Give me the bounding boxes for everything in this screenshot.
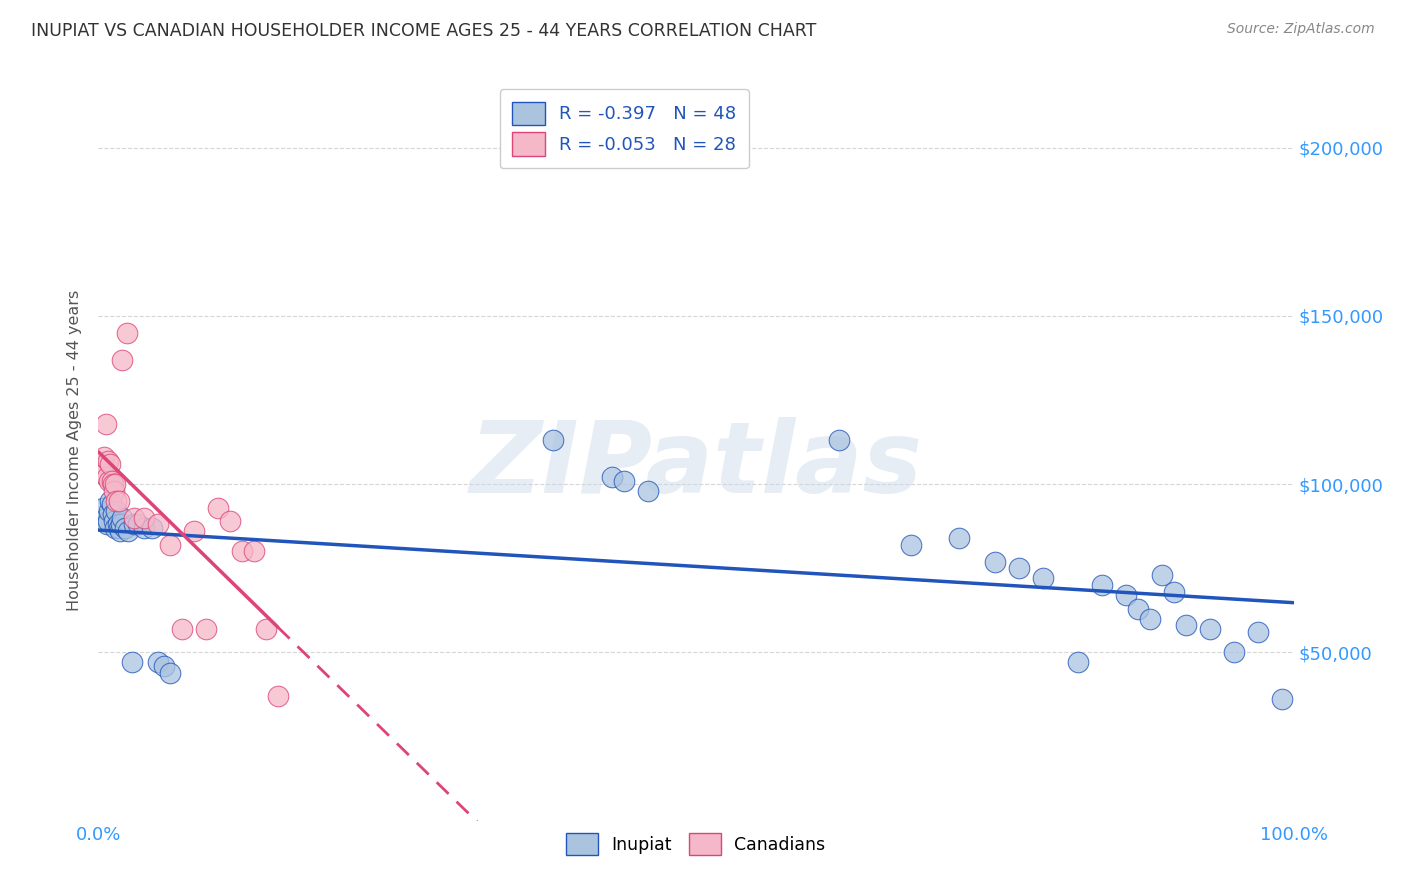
Point [141,521,163,535]
Point [98,504,121,518]
Text: Source: ZipAtlas.com: Source: ZipAtlas.com [1227,22,1375,37]
Point [243,544,266,558]
Point [94,510,117,524]
Point [132,510,155,524]
Point [101,508,124,522]
Point [172,622,194,636]
Point [117,524,139,539]
Point [121,656,143,670]
Point [1091,578,1114,592]
Point [97,453,120,467]
Point [98,494,122,508]
Point [91,500,114,515]
Legend: Inupiat, Canadians: Inupiat, Canadians [558,824,834,863]
Point [1032,571,1054,585]
Point [1152,568,1174,582]
Point [124,517,146,532]
Point [1247,625,1270,640]
Point [94,417,117,431]
Point [1163,584,1185,599]
Point [107,521,129,535]
Point [637,483,659,498]
Point [98,474,121,488]
Point [1008,561,1031,575]
Point [132,521,155,535]
Point [1067,656,1090,670]
Point [1199,622,1222,636]
Point [159,665,181,680]
Point [93,450,115,465]
Point [100,497,122,511]
Point [900,538,922,552]
Point [153,658,176,673]
Point [104,477,127,491]
Point [111,510,134,524]
Point [108,524,131,539]
Point [124,510,146,524]
Point [91,467,114,481]
Point [1139,612,1161,626]
Point [828,434,851,448]
Point [111,352,134,367]
Point [159,538,181,552]
Point [103,483,125,498]
Point [231,544,253,558]
Point [148,656,170,670]
Text: INUPIAT VS CANADIAN HOUSEHOLDER INCOME AGES 25 - 44 YEARS CORRELATION CHART: INUPIAT VS CANADIAN HOUSEHOLDER INCOME A… [31,22,817,40]
Point [98,457,122,471]
Point [107,494,129,508]
Point [183,524,205,539]
Point [267,689,290,703]
Point [948,531,970,545]
Point [96,470,118,484]
Y-axis label: Householder Income Ages 25 - 44 years: Householder Income Ages 25 - 44 years [67,290,83,611]
Point [195,622,218,636]
Point [219,514,242,528]
Point [148,517,170,532]
Point [96,517,118,532]
Point [105,504,128,518]
Text: ZIPatlas: ZIPatlas [470,417,922,514]
Point [103,514,125,528]
Point [1223,645,1246,659]
Point [104,521,127,535]
Point [1175,618,1198,632]
Point [1128,601,1150,615]
Point [107,517,129,532]
Point [110,517,132,532]
Point [613,474,636,488]
Point [115,326,138,340]
Point [1115,588,1137,602]
Point [101,477,124,491]
Point [541,434,564,448]
Point [1271,692,1294,706]
Point [254,622,277,636]
Point [97,514,120,528]
Point [207,500,229,515]
Point [105,494,128,508]
Point [984,555,1007,569]
Point [114,521,136,535]
Point [100,474,122,488]
Point [602,470,624,484]
Point [127,517,149,532]
